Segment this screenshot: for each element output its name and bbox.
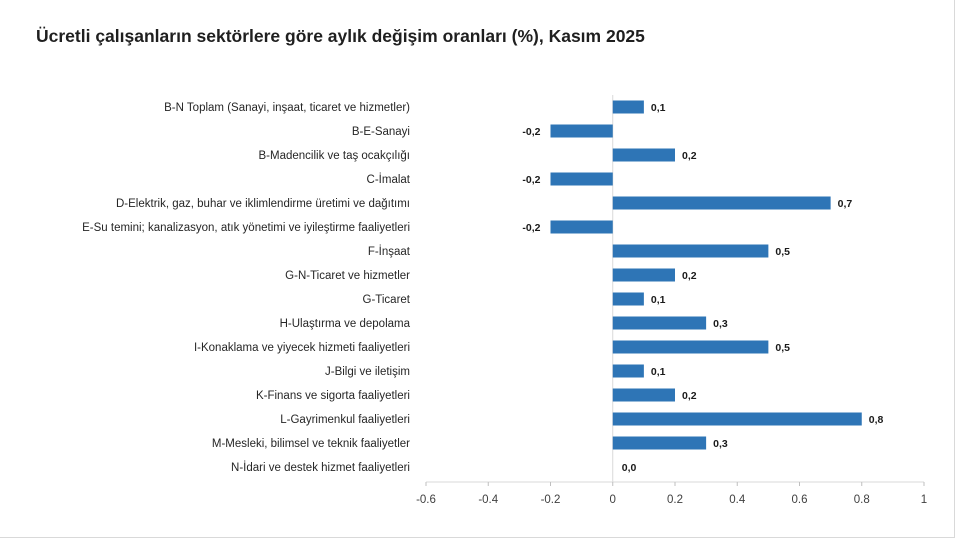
bar: [550, 172, 613, 186]
category-label: M-Mesleki, bilimsel ve teknik faaliyetle…: [212, 438, 410, 450]
data-label: 0,5: [775, 342, 790, 354]
data-label: 0,1: [651, 366, 666, 378]
data-label: -0,2: [522, 222, 540, 234]
bar: [612, 292, 644, 306]
data-label: 0,3: [713, 318, 728, 330]
category-label: F-İnşaat: [368, 245, 411, 258]
category-label: C-İmalat: [367, 173, 411, 186]
x-tick-label: 0.2: [667, 494, 683, 506]
data-label: 0,2: [682, 390, 697, 402]
bar: [550, 124, 613, 138]
x-tick-label: 0.4: [729, 494, 746, 506]
data-label: 0,5: [775, 246, 790, 258]
category-label: K-Finans ve sigorta faaliyetleri: [256, 390, 410, 402]
data-label: 0,8: [869, 414, 884, 426]
bar: [612, 244, 769, 258]
category-label: G-N-Ticaret ve hizmetler: [285, 270, 410, 282]
data-label: -0,2: [522, 174, 540, 186]
bar: [612, 364, 644, 378]
chart-title: Ücretli çalışanların sektörlere göre ayl…: [36, 26, 645, 46]
bar: [612, 436, 707, 450]
bar: [550, 220, 613, 234]
x-tick-label: -0.6: [416, 494, 436, 506]
x-tick-label: 0.8: [854, 494, 870, 506]
category-label: B-N Toplam (Sanayi, inşaat, ticaret ve h…: [164, 102, 410, 114]
data-label: 0,2: [682, 270, 697, 282]
category-label: I-Konaklama ve yiyecek hizmeti faaliyetl…: [194, 342, 410, 354]
x-tick-label: -0.2: [541, 494, 561, 506]
category-label: B-Madencilik ve taş ocakçılığı: [259, 150, 410, 162]
data-label: 0,1: [651, 294, 666, 306]
x-tick-label: 0.6: [792, 494, 808, 506]
data-label: 0,7: [838, 198, 853, 210]
bar: [612, 268, 675, 282]
x-tick-label: 0: [610, 494, 616, 506]
data-label: 0,1: [651, 102, 666, 114]
category-label: J-Bilgi ve iletişim: [325, 366, 410, 378]
bar: [612, 100, 644, 114]
category-label: D-Elektrik, gaz, buhar ve iklimlendirme …: [116, 198, 410, 210]
data-label: 0,2: [682, 150, 697, 162]
data-label: -0,2: [522, 126, 540, 138]
bar: [612, 316, 707, 330]
bar: [612, 340, 769, 354]
category-label: L-Gayrimenkul faaliyetleri: [280, 414, 410, 426]
category-label: E-Su temini; kanalizasyon, atık yönetimi…: [82, 222, 410, 234]
bar: [612, 148, 675, 162]
data-label: 0,0: [622, 462, 637, 474]
category-label: B-E-Sanayi: [352, 126, 410, 138]
category-label: H-Ulaştırma ve depolama: [280, 318, 411, 330]
category-label: N-İdari ve destek hizmet faaliyetleri: [231, 461, 410, 474]
x-tick-label: 1: [921, 494, 927, 506]
bar: [612, 196, 831, 210]
bar: [612, 388, 675, 402]
x-tick-label: -0.4: [478, 494, 498, 506]
category-label: G-Ticaret: [363, 294, 411, 306]
bar: [612, 412, 862, 426]
data-label: 0,3: [713, 438, 728, 450]
